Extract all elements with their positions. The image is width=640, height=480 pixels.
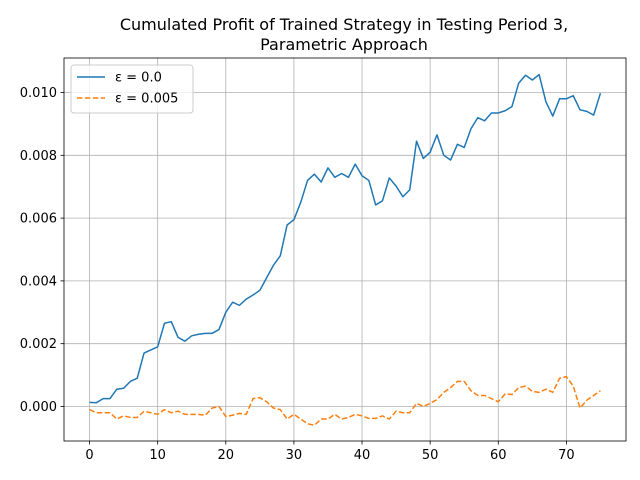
x-tick-label: 20 — [218, 448, 235, 463]
x-tick-label: 60 — [490, 448, 507, 463]
chart-title: Cumulated Profit of Trained Strategy in … — [120, 15, 568, 54]
x-tick-label: 0 — [85, 448, 93, 463]
grid — [64, 58, 626, 441]
y-axis-ticks: 0.000 0.002 0.004 0.006 0.008 0.010 — [20, 86, 64, 415]
series-line-1 — [89, 375, 601, 427]
series-line-0 — [89, 73, 602, 404]
plot-frame — [63, 57, 627, 442]
y-tick-label: 0.002 — [20, 337, 57, 352]
y-tick-label: 0.000 — [20, 400, 57, 415]
series-lines — [89, 73, 602, 427]
chart-title-line-2: Parametric Approach — [260, 35, 428, 54]
legend: ε = 0.0 ε = 0.005 — [70, 64, 194, 114]
x-tick-label: 40 — [354, 448, 371, 463]
chart-title-line-1: Cumulated Profit of Trained Strategy in … — [120, 15, 568, 34]
x-tick-label: 30 — [286, 448, 303, 463]
y-tick-label: 0.010 — [20, 86, 57, 101]
y-tick-label: 0.004 — [20, 274, 57, 289]
x-tick-label: 50 — [422, 448, 439, 463]
legend-label-0: ε = 0.0 — [115, 71, 162, 86]
legend-label-1: ε = 0.005 — [115, 92, 178, 107]
y-tick-label: 0.006 — [20, 212, 57, 227]
x-tick-label: 70 — [558, 448, 575, 463]
x-tick-label: 10 — [149, 448, 166, 463]
y-tick-label: 0.008 — [20, 149, 57, 164]
x-axis-ticks: 0 10 20 30 40 50 60 70 — [85, 441, 575, 463]
